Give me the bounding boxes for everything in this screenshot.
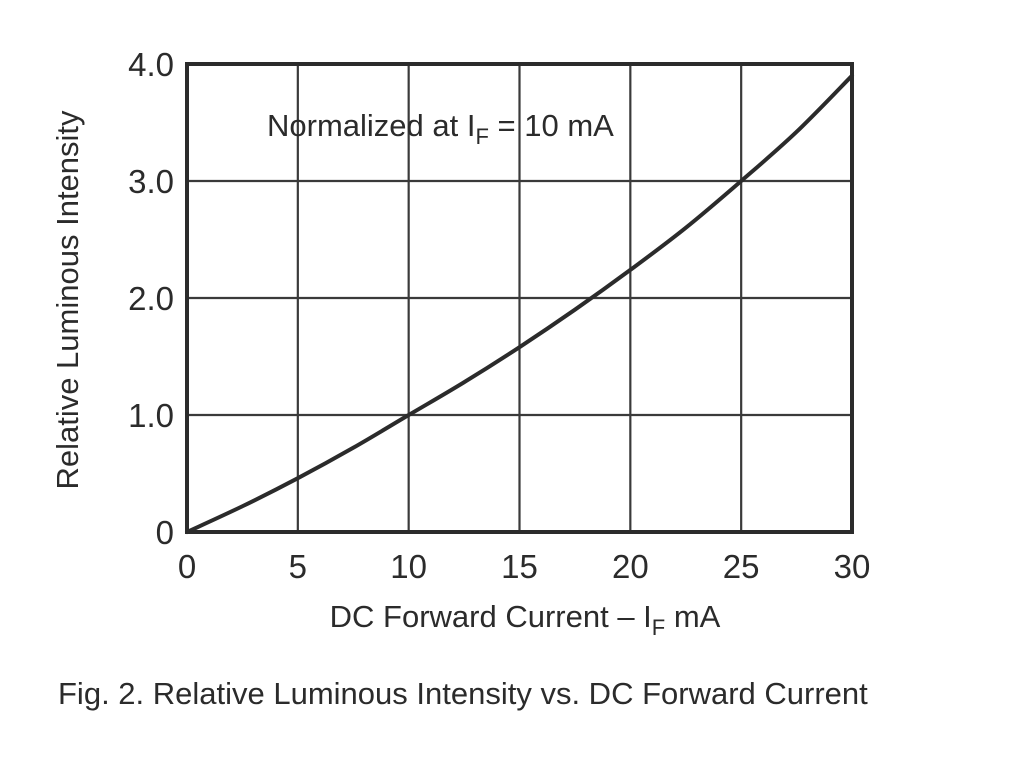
x-tick-label: 10 <box>390 548 427 585</box>
grid <box>187 64 852 532</box>
x-tick-label: 30 <box>834 548 871 585</box>
annotation-sub: F <box>475 124 488 149</box>
figure-caption: Fig. 2. Relative Luminous Intensity vs. … <box>58 676 868 711</box>
x-tick-label: 5 <box>289 548 307 585</box>
x-tick-label: 0 <box>178 548 196 585</box>
y-tick-label: 3.0 <box>128 163 174 200</box>
y-tick-label: 1.0 <box>128 397 174 434</box>
x-axis-label-main: DC Forward Current – I <box>330 599 652 634</box>
x-tick-label: 20 <box>612 548 649 585</box>
plot-frame <box>185 62 854 534</box>
x-axis-label-sub: F <box>652 615 665 640</box>
annotation: Normalized at IF = 10 mA <box>267 108 614 149</box>
chart: 0 5 10 15 20 25 30 0 1.0 2.0 3.0 4.0 Normalized at … <box>50 46 870 640</box>
annotation-main: Normalized at I <box>267 108 475 143</box>
x-axis-label: DC Forward Current – IF mA <box>330 599 721 640</box>
y-tick-label: 4.0 <box>128 46 174 83</box>
series-layer <box>185 73 854 534</box>
y-tick-label: 2.0 <box>128 280 174 317</box>
tick-labels: 0 5 10 15 20 25 30 0 1.0 2.0 3.0 4.0 <box>128 46 870 585</box>
x-tick-label: 15 <box>501 548 538 585</box>
y-tick-label: 0 <box>156 514 174 551</box>
x-tick-label: 25 <box>723 548 760 585</box>
x-axis-label-unit: mA <box>665 599 720 634</box>
series-line-0 <box>185 73 854 534</box>
y-axis-label: Relative Luminous Intensity <box>50 110 85 490</box>
annotation-rest: = 10 mA <box>489 108 614 143</box>
